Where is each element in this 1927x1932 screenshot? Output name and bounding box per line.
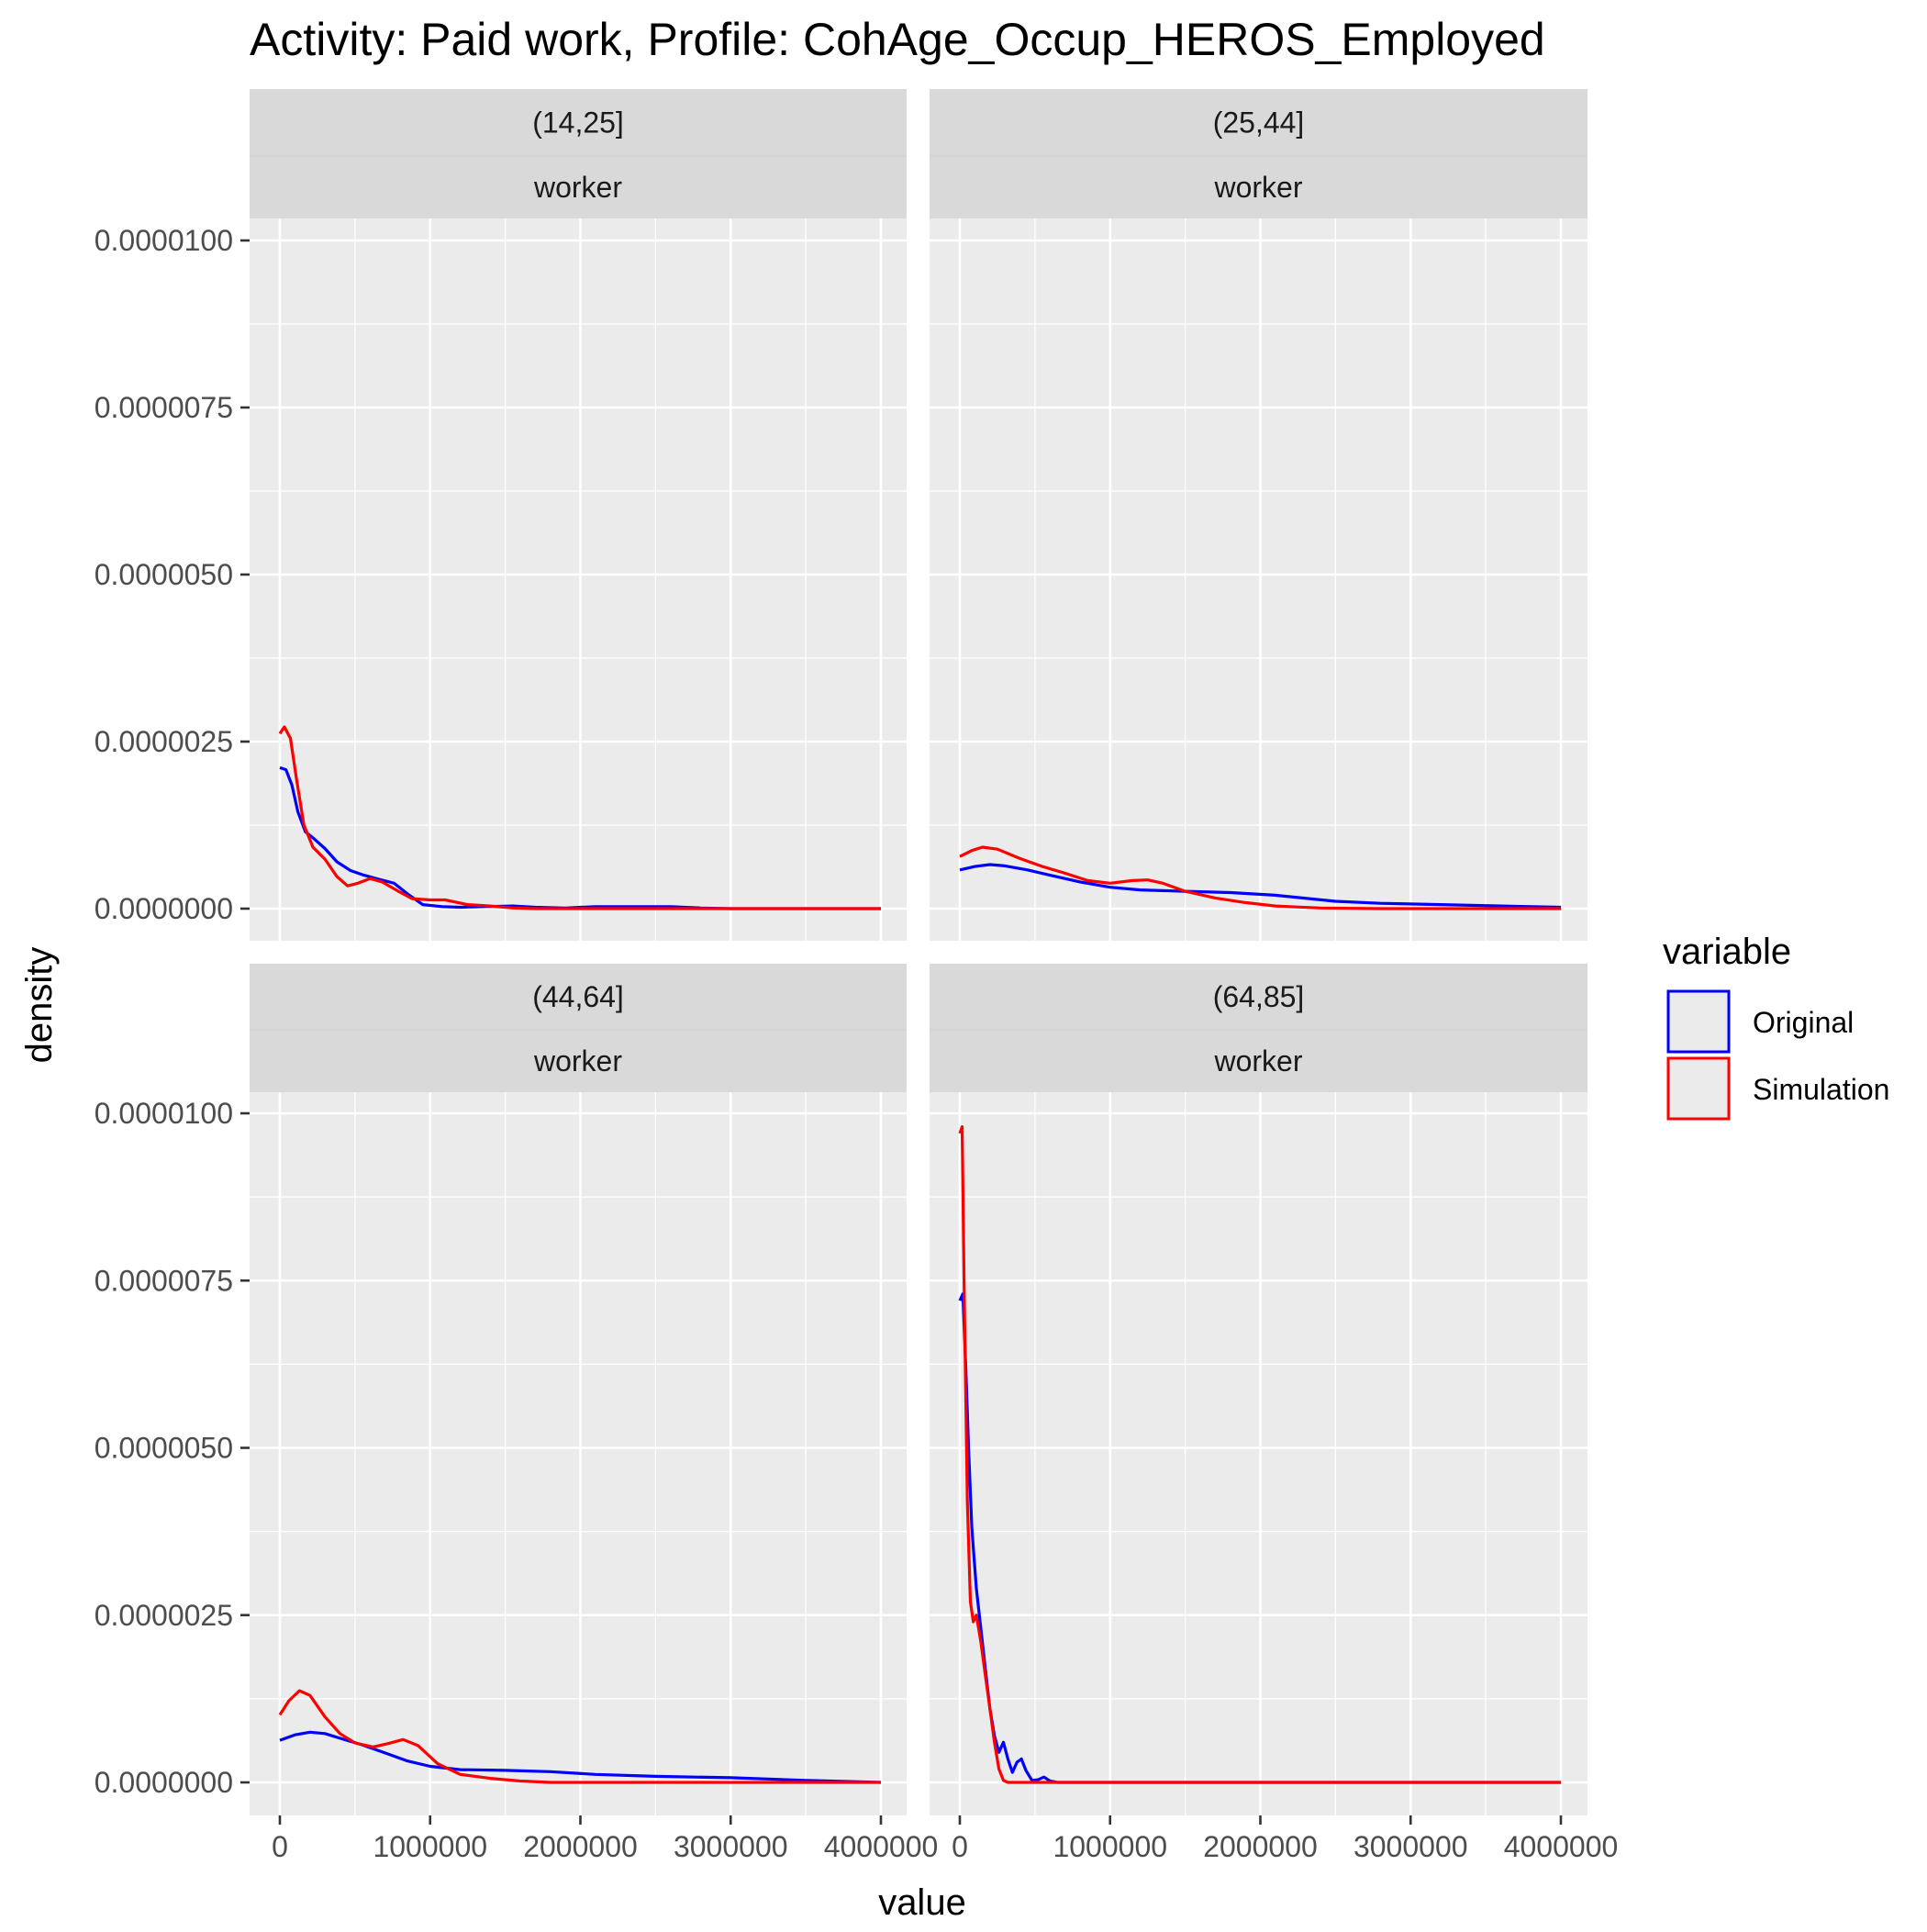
strip-label-age: (25,44] [1213,106,1305,140]
density-line-simulation [278,1689,881,1784]
y-tick-label: 0.0000050 [95,558,233,591]
density-line-simulation [959,845,1561,910]
plot-background [930,218,1587,941]
x-tick-label: 1000000 [373,1830,487,1863]
legend: variable Original Simulation [1663,932,1889,1121]
x-tick-label: 1000000 [1053,1830,1167,1863]
facet-panel: (64,85] worker 0 1000000 2000000 3000000 40000… [930,964,1618,1863]
x-tick-label: 0 [952,1830,968,1863]
facet-strip [930,964,1587,1092]
y-tick-label: 0.0000100 [95,1097,233,1130]
chart-title: Activity: Paid work, Profile: CohAge_Occ… [250,14,1545,65]
strip-label-occupation: worker [1213,171,1302,204]
x-tick-label: 2000000 [1203,1830,1318,1863]
density-line-simulation [958,1125,1561,1784]
y-tick-label: 0.0000075 [95,391,233,424]
strip-label-age: (44,64] [532,980,624,1013]
strip-label-occupation: worker [1213,1044,1302,1078]
x-tick-label: 4000000 [824,1830,939,1863]
facet-panel: (44,64] worker 0.0000000 0.0000025 0.0000050… [95,964,939,1863]
facet-strip [250,964,907,1092]
y-tick-label: 0.0000050 [95,1432,233,1465]
density-line-original [279,1730,882,1784]
x-tick-label: 4000000 [1504,1830,1619,1863]
legend-key-simulation [1666,1056,1731,1121]
y-tick-label: 0.0000025 [95,1599,233,1632]
legend-title: variable [1663,932,1791,972]
plot-background [930,1092,1587,1815]
x-axis-title: value [878,1882,966,1923]
plot-background [250,1092,907,1815]
strip-label-occupation: worker [533,1044,622,1078]
y-tick-label: 0.0000000 [95,892,233,925]
strip-label-age: (14,25] [532,106,624,140]
y-tick-label: 0.0000000 [95,1766,233,1799]
legend-label-original: Original [1753,1006,1854,1039]
y-tick-label: 0.0000100 [95,224,233,257]
legend-key-original [1666,989,1731,1054]
y-axis-title: density [19,947,60,1064]
x-tick-label: 3000000 [1353,1830,1468,1863]
y-tick-label: 0.0000025 [95,725,233,758]
facet-strip [250,89,907,218]
x-tick-label: 3000000 [674,1830,788,1863]
strip-label-age: (64,85] [1213,980,1305,1013]
x-tick-label: 0 [272,1830,288,1863]
panels: (14,25] worker 0.0000000 0.0000025 0.0000050… [95,89,1618,1863]
density-line-simulation [278,725,881,910]
facet-panel: (25,44] worker [930,89,1587,941]
density-line-original [959,863,1562,910]
y-tick-label: 0.0000075 [95,1264,233,1297]
strip-label-occupation: worker [533,171,622,204]
plot-background [250,218,907,941]
facet-panel: (14,25] worker 0.0000000 0.0000025 0.0000050… [95,89,907,941]
legend-label-simulation: Simulation [1753,1073,1889,1106]
x-tick-label: 2000000 [523,1830,638,1863]
facet-strip [930,89,1587,218]
